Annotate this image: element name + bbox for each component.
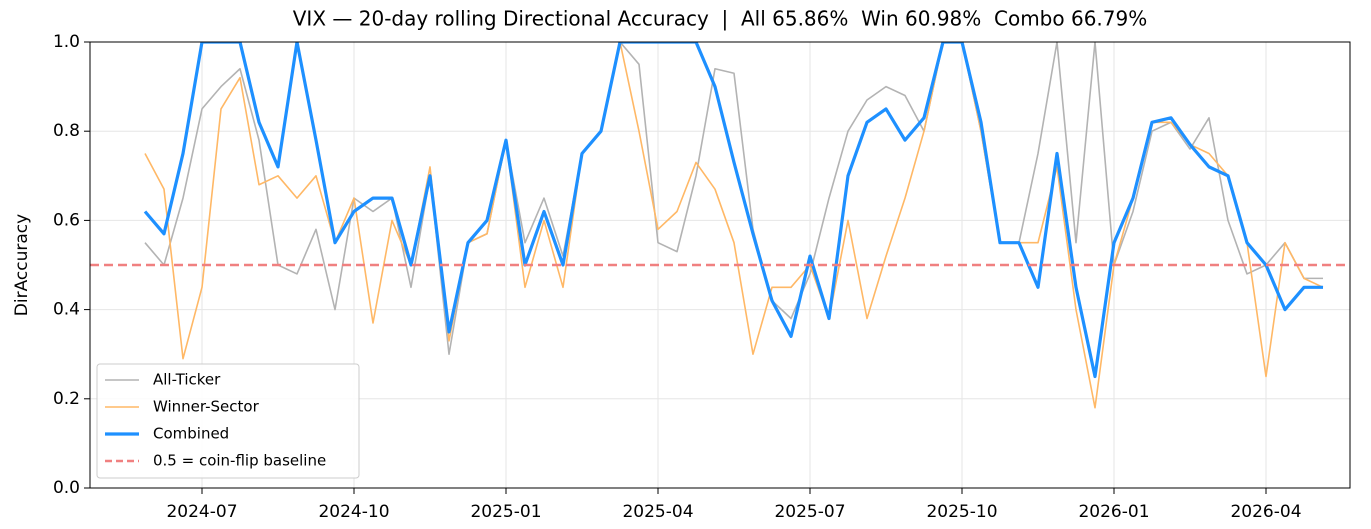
y-tick-label: 0.0	[53, 478, 80, 498]
x-tick-label: 2024-07	[166, 502, 237, 522]
x-tick-label: 2025-07	[774, 502, 845, 522]
y-tick-label: 0.8	[53, 121, 80, 141]
y-tick-label: 0.4	[53, 300, 80, 320]
plot-frame	[89, 41, 1351, 489]
y-tick-label: 0.2	[53, 389, 80, 409]
x-tick-label: 2026-01	[1078, 502, 1149, 522]
y-axis-label: DirAccuracy	[12, 214, 32, 316]
legend-label: All-Ticker	[153, 371, 221, 389]
x-tick-label: 2024-10	[318, 502, 389, 522]
x-tick-label: 2026-04	[1230, 502, 1301, 522]
line-series	[143, 42, 1323, 379]
line-series	[144, 42, 1323, 355]
y-tick-label: 1.0	[53, 32, 80, 52]
legend-label: 0.5 = coin-flip baseline	[153, 452, 326, 470]
plot-area	[90, 42, 1350, 409]
legend-box	[96, 363, 360, 479]
chart-title: VIX — 20-day rolling Directional Accurac…	[293, 7, 1147, 31]
line-series	[144, 42, 1324, 409]
x-tick-label: 2025-01	[470, 502, 541, 522]
x-tick-label: 2025-10	[926, 502, 997, 522]
legend: All-Ticker Winner-Sector Combined 0.5 = coi…	[96, 363, 360, 479]
legend-label: Winner-Sector	[153, 398, 260, 416]
y-tick-label: 0.6	[53, 210, 80, 230]
legend-label: Combined	[153, 425, 229, 443]
x-tick-label: 2025-04	[622, 502, 693, 522]
